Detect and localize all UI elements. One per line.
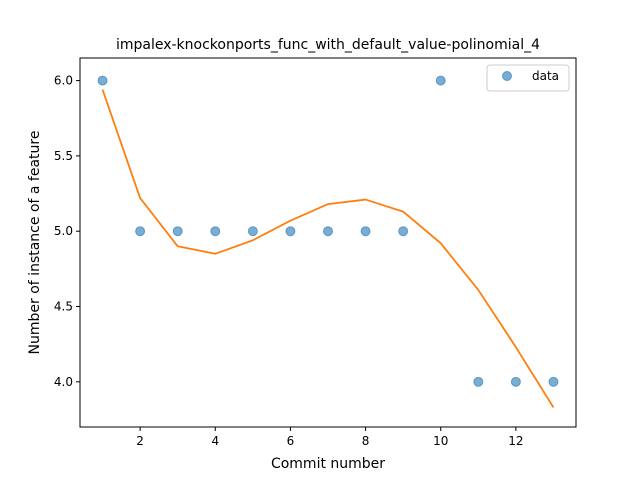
data-point bbox=[97, 75, 108, 86]
y-tick-label: 5.0 bbox=[54, 224, 73, 238]
y-tick-label: 4.0 bbox=[54, 375, 73, 389]
data-point bbox=[135, 226, 146, 237]
fit-line bbox=[101, 89, 555, 408]
data-point bbox=[398, 226, 409, 237]
data-point bbox=[473, 376, 484, 387]
x-tick-label: 2 bbox=[136, 434, 144, 448]
y-tick-label: 6.0 bbox=[54, 74, 73, 88]
legend-marker bbox=[502, 71, 512, 81]
data-point bbox=[510, 376, 521, 387]
y-axis-label: Number of instance of a feature bbox=[27, 131, 43, 355]
plot-frame bbox=[79, 57, 577, 428]
x-tick-label: 8 bbox=[362, 434, 370, 448]
y-tick-label: 4.5 bbox=[54, 300, 73, 314]
data-point bbox=[285, 226, 296, 237]
data-point bbox=[323, 226, 333, 237]
data-point bbox=[360, 226, 371, 237]
data-point bbox=[210, 226, 221, 237]
y-tick-label: 5.5 bbox=[54, 149, 73, 163]
legend: data bbox=[486, 64, 570, 92]
data-point bbox=[172, 226, 183, 237]
data-point bbox=[247, 226, 258, 237]
x-axis-label: Commit number bbox=[271, 456, 385, 472]
x-tick-label: 4 bbox=[211, 434, 219, 448]
data-point bbox=[435, 75, 446, 86]
chart-title: impalex-knockonports_func_with_default_v… bbox=[116, 37, 540, 53]
x-tick-label: 6 bbox=[287, 434, 295, 448]
legend-label-data: data bbox=[532, 69, 559, 83]
x-tick-label: 12 bbox=[508, 434, 523, 448]
x-tick-label: 10 bbox=[433, 434, 448, 448]
data-point bbox=[548, 376, 559, 387]
